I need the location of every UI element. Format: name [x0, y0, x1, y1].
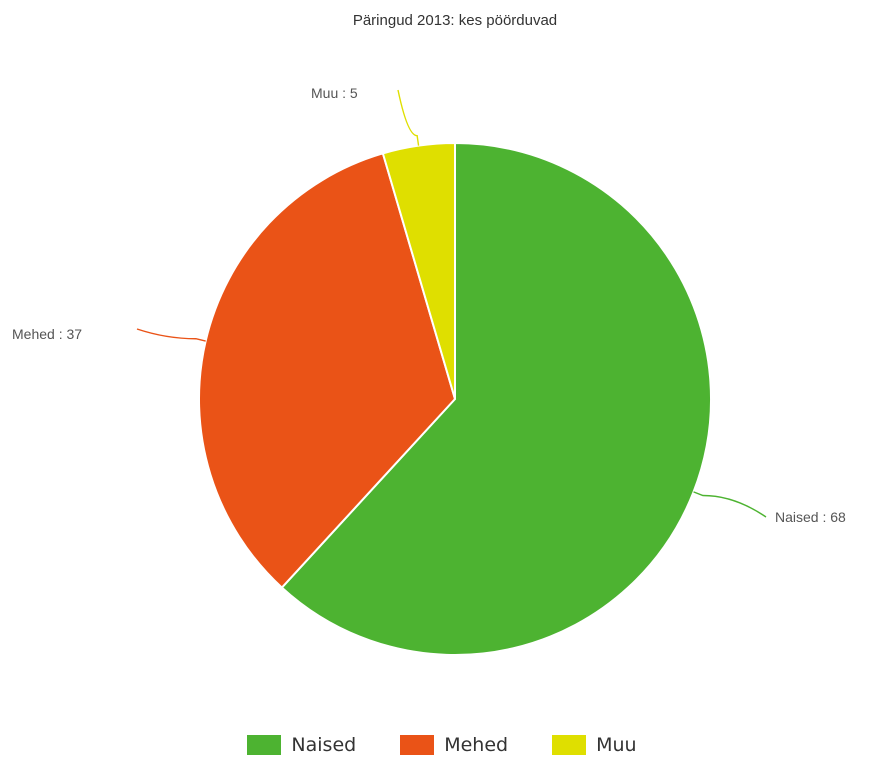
legend-swatch-naised [247, 735, 282, 755]
pie-slice-mehed[interactable] [198, 152, 456, 589]
data-label-muu: Muu : 5 [311, 85, 358, 101]
label-connectors [136, 89, 767, 518]
connector-naised [693, 491, 767, 518]
connector-muu [397, 89, 420, 146]
data-label-mehed: Mehed : 37 [12, 326, 82, 342]
legend-item-mehed[interactable]: Mehed [400, 734, 508, 756]
data-label-naised: Naised : 68 [775, 509, 846, 525]
connector-mehed [136, 328, 206, 342]
chart-title: Päringud 2013: kes pöörduvad [353, 12, 557, 29]
legend-swatch-mehed [400, 735, 435, 755]
legend-item-naised[interactable]: Naised [247, 734, 356, 756]
legend-label-mehed: Mehed [444, 734, 509, 756]
legend-label-muu: Muu [596, 734, 637, 756]
legend-item-muu[interactable]: Muu [552, 734, 637, 756]
pie-slice-muu[interactable] [381, 142, 456, 400]
legend-label-naised: Naised [291, 734, 357, 756]
pie-slice-naised[interactable] [280, 142, 712, 656]
pie-slices [198, 142, 712, 656]
data-labels: Naised : 68 Mehed : 37 Muu : 5 [12, 85, 846, 525]
legend: Naised Mehed Muu [0, 727, 884, 763]
legend-swatch-muu [552, 735, 587, 755]
